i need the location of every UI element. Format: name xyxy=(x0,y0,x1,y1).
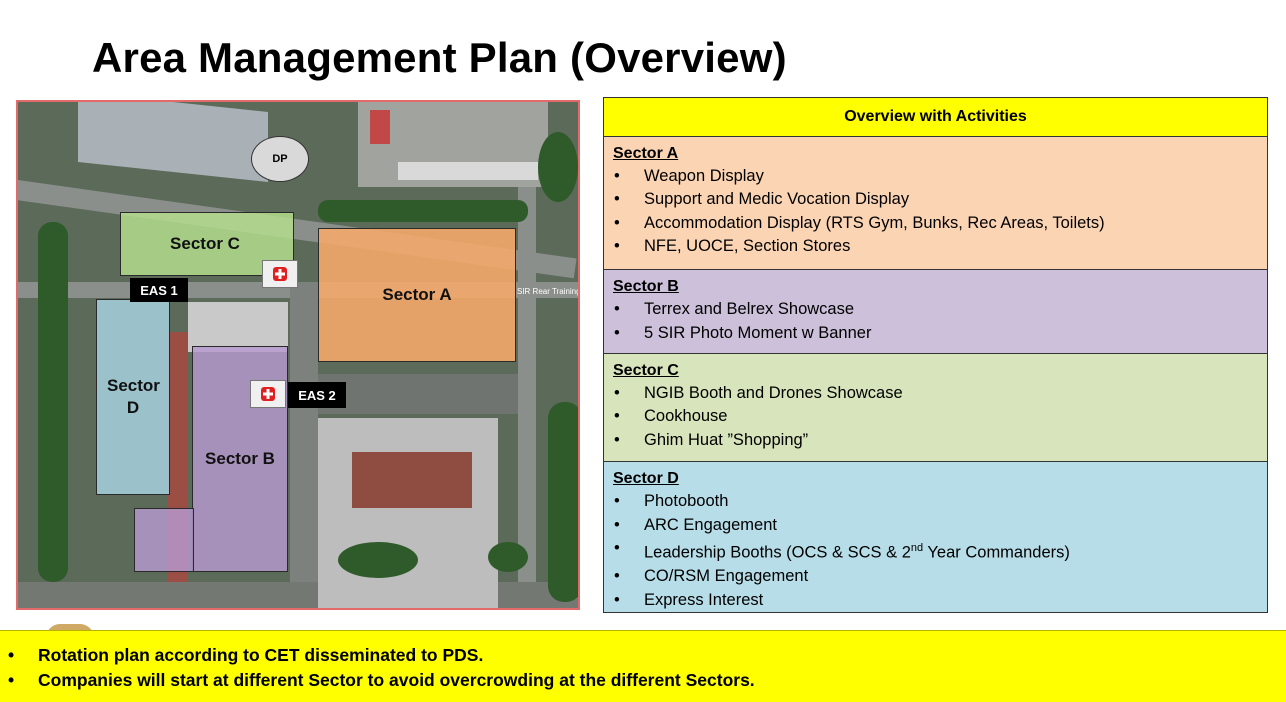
list-item: Support and Medic Vocation Display xyxy=(613,188,1258,212)
sector-b-section: Sector B Terrex and Belrex Showcase 5 SI… xyxy=(604,270,1267,354)
map-building xyxy=(188,302,288,352)
map-place-label: SIR Rear Training xyxy=(517,287,580,296)
list-item: Weapon Display xyxy=(613,165,1258,189)
eas-1-tag: EAS 1 xyxy=(130,278,188,302)
map-building xyxy=(370,110,390,144)
table-header: Overview with Activities xyxy=(604,98,1267,137)
note-item: Companies will start at different Sector… xyxy=(0,668,1286,693)
overview-table: Overview with Activities Sector A Weapon… xyxy=(603,97,1268,613)
list-item: 5 SIR Photo Moment w Banner xyxy=(613,322,1258,346)
map-road xyxy=(290,282,318,608)
map-tree xyxy=(318,200,528,222)
dp-marker: DP xyxy=(251,136,309,182)
sector-d-section: Sector D Photobooth ARC Engagement Leade… xyxy=(604,462,1267,612)
eas-2-tag: EAS 2 xyxy=(288,382,346,408)
map-tree xyxy=(488,542,528,572)
list-item: Terrex and Belrex Showcase xyxy=(613,298,1258,322)
section-title: Sector A xyxy=(613,144,679,162)
map-building xyxy=(352,452,472,508)
section-title: Sector D xyxy=(613,470,679,488)
list-item: CO/RSM Engagement xyxy=(613,565,1258,589)
map-road xyxy=(518,102,536,608)
section-title: Sector C xyxy=(613,361,679,379)
sector-b-zone: Sector B xyxy=(192,346,288,572)
sector-d-zone: Sector D xyxy=(96,299,170,495)
site-map: DP Sector C Sector A Sector D Sector B E… xyxy=(16,100,580,610)
map-tree xyxy=(38,222,68,582)
section-title: Sector B xyxy=(613,278,679,296)
list-item: Cookhouse xyxy=(613,405,1258,429)
list-item-text-tail: Year Commanders) xyxy=(923,543,1070,562)
notes-bar: Rotation plan according to CET dissemina… xyxy=(0,630,1286,702)
map-road xyxy=(318,374,518,414)
map-tree xyxy=(538,132,578,202)
list-item: Ghim Huat ”Shopping” xyxy=(613,429,1258,453)
list-item: Express Interest xyxy=(613,589,1258,613)
map-building xyxy=(398,162,538,180)
sector-c-section: Sector C NGIB Booth and Drones Showcase … xyxy=(604,353,1267,463)
list-item: NFE, UOCE, Section Stores xyxy=(613,235,1258,259)
list-item: Photobooth xyxy=(613,490,1258,514)
map-tree xyxy=(548,402,578,602)
sector-a-section: Sector A Weapon Display Support and Medi… xyxy=(604,136,1267,271)
sector-a-zone: Sector A xyxy=(318,228,516,362)
map-building xyxy=(318,418,498,608)
medic-cross-icon xyxy=(250,380,286,408)
sector-b-annex xyxy=(134,508,194,572)
note-item: Rotation plan according to CET dissemina… xyxy=(0,643,1286,668)
map-tree xyxy=(338,542,418,578)
list-item: ARC Engagement xyxy=(613,514,1258,538)
list-item: Accommodation Display (RTS Gym, Bunks, R… xyxy=(613,212,1258,236)
medic-cross-icon xyxy=(262,260,298,288)
list-item: NGIB Booth and Drones Showcase xyxy=(613,382,1258,406)
ordinal-suffix: nd xyxy=(910,542,924,555)
sector-d-label: Sector D xyxy=(107,376,160,417)
map-building xyxy=(78,102,268,182)
list-item-text: Leadership Booths (OCS & SCS & 2 xyxy=(644,543,911,562)
page-title: Area Management Plan (Overview) xyxy=(92,34,787,81)
list-item: Leadership Booths (OCS & SCS & 2nd Year … xyxy=(613,537,1258,565)
